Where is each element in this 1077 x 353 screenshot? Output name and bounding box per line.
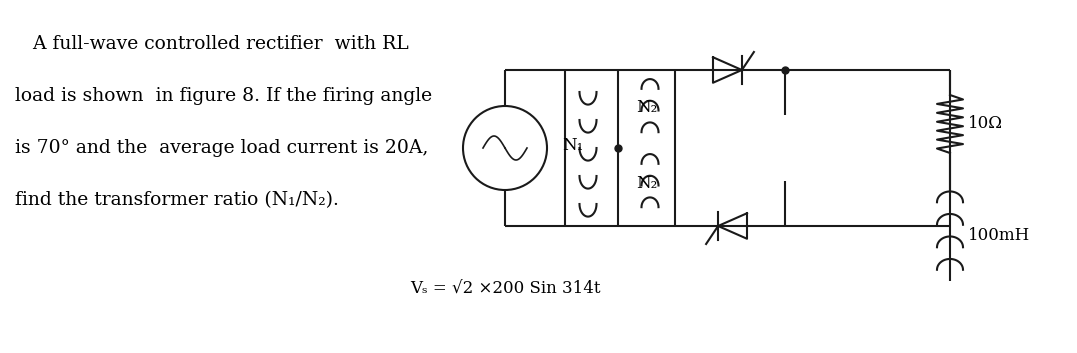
Text: 10Ω: 10Ω: [968, 115, 1003, 132]
Text: is 70° and the  average load current is 20A,: is 70° and the average load current is 2…: [15, 139, 429, 157]
Text: load is shown  in figure 8. If the firing angle: load is shown in figure 8. If the firing…: [15, 87, 432, 105]
Text: find the transformer ratio (N₁/N₂).: find the transformer ratio (N₁/N₂).: [15, 191, 339, 209]
Text: N₂: N₂: [637, 100, 657, 116]
Text: 100mH: 100mH: [968, 227, 1031, 245]
Text: A full-wave controlled rectifier  with RL: A full-wave controlled rectifier with RL: [15, 35, 409, 53]
Text: N₂: N₂: [637, 174, 657, 191]
Text: Vₛ = √2 ×200 Sin 314t: Vₛ = √2 ×200 Sin 314t: [409, 281, 600, 298]
Text: N₁: N₁: [562, 137, 584, 154]
